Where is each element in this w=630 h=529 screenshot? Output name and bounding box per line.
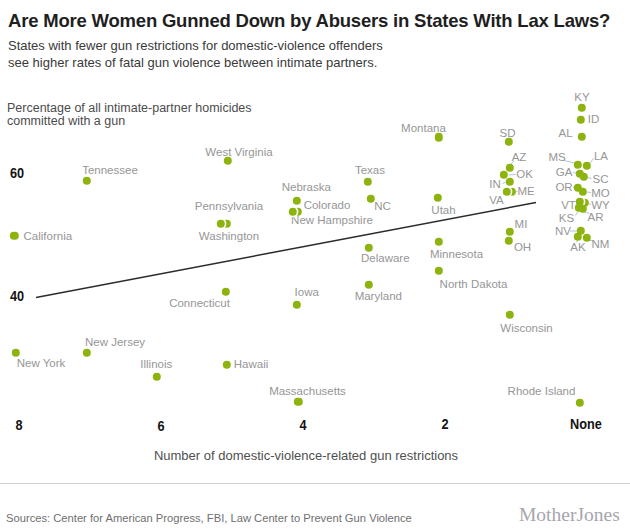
state-label-ga: GA	[556, 166, 573, 178]
state-label-massachusetts: Massachusetts	[269, 385, 346, 397]
state-label-montana: Montana	[401, 122, 446, 134]
state-label-ar: AR	[588, 211, 604, 223]
y-tick-60: 60	[10, 164, 24, 182]
state-label-la: LA	[594, 150, 608, 162]
state-label-california: California	[24, 230, 73, 242]
state-label-new-jersey: New Jersey	[85, 336, 145, 348]
state-label-minnesota: Minnesota	[430, 248, 483, 260]
state-label-az: AZ	[512, 151, 527, 163]
state-label-nv: NV	[555, 225, 571, 237]
state-label-nc: NC	[374, 200, 391, 212]
state-label-al: AL	[558, 127, 572, 139]
state-label-vt: VT	[561, 199, 576, 211]
x-tick-2: 2	[441, 415, 448, 433]
state-label-va: VA	[489, 194, 504, 206]
state-label-or: OR	[555, 181, 572, 193]
state-label-connecticut: Connecticut	[169, 297, 230, 309]
state-label-me: ME	[517, 185, 534, 197]
footer-divider	[0, 483, 630, 484]
state-label-id: ID	[588, 113, 600, 125]
x-axis-label: Number of domestic-violence-related gun …	[0, 448, 612, 463]
state-label-nebraska: Nebraska	[282, 181, 331, 193]
state-label-mi: MI	[515, 218, 528, 230]
state-label-maryland: Maryland	[355, 290, 402, 302]
sources-text: Sources: Center for American Progress, F…	[6, 512, 412, 524]
x-tick-none: None	[570, 415, 602, 433]
chart-line	[590, 159, 594, 164]
state-label-washington: Washington	[199, 230, 259, 242]
state-label-in: IN	[489, 178, 501, 190]
state-label-hawaii: Hawaii	[234, 358, 269, 370]
motherjones-logo: MotherJones	[519, 504, 620, 526]
chart-line	[588, 178, 592, 179]
state-label-north-dakota: North Dakota	[440, 278, 508, 290]
state-label-texas: Texas	[355, 164, 385, 176]
x-tick-8: 8	[15, 416, 22, 434]
chart-page: Are More Women Gunned Down by Abusers in…	[0, 0, 630, 529]
state-label-rhode-island: Rhode Island	[508, 385, 576, 397]
state-label-pennsylvania: Pennsylvania	[195, 200, 263, 212]
state-label-colorado: Colorado	[304, 199, 351, 211]
chart-line	[509, 175, 516, 176]
state-label-wisconsin: Wisconsin	[500, 322, 552, 334]
state-label-oh: OH	[514, 241, 531, 253]
state-label-ok: OK	[516, 168, 533, 180]
state-label-ak: AK	[570, 241, 585, 253]
state-label-mo: MO	[591, 187, 610, 199]
state-label-iowa: Iowa	[295, 286, 319, 298]
x-tick-4: 4	[299, 416, 306, 434]
state-label-ks: KS	[559, 212, 574, 224]
state-label-wy: WY	[591, 199, 610, 211]
state-label-ky: KY	[574, 91, 589, 103]
state-label-sc: SC	[593, 173, 609, 185]
state-label-west-virginia: West Virginia	[205, 146, 272, 158]
state-label-new-hampshire: New Hampshire	[291, 214, 373, 226]
state-label-delaware: Delaware	[361, 252, 410, 264]
state-label-utah: Utah	[431, 204, 455, 216]
y-tick-40: 40	[9, 287, 23, 305]
state-label-illinois: Illinois	[140, 358, 172, 370]
state-label-ms: MS	[548, 151, 565, 163]
state-label-nm: NM	[592, 238, 610, 250]
chart-line	[576, 212, 579, 216]
x-tick-6: 6	[157, 417, 164, 435]
state-label-sd: SD	[500, 127, 516, 139]
state-label-new-york: New York	[17, 357, 66, 369]
state-label-tennessee: Tennessee	[82, 164, 138, 176]
